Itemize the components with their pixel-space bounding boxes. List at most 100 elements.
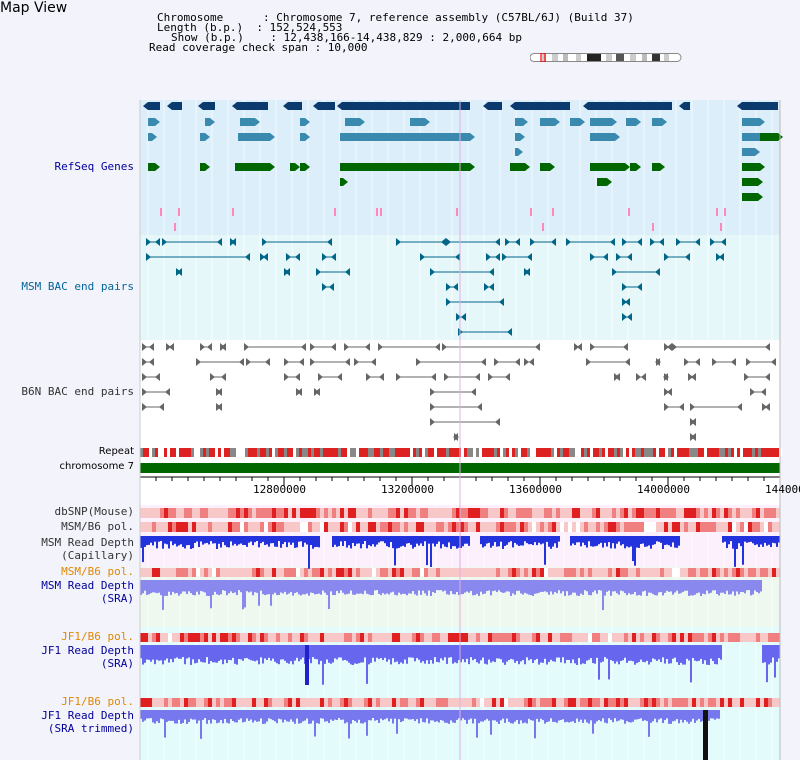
label-jf1-pol-2[interactable]: JF1/B6 pol. — [61, 695, 134, 708]
repeat-block — [743, 448, 746, 457]
jf1-trimmed-depth-bar — [174, 710, 176, 724]
label-msm-depth-cap[interactable]: MSM Read Depth — [41, 536, 134, 549]
jf1-trimmed-depth-bar — [352, 710, 354, 720]
msm-capillary-depth-bar — [630, 536, 632, 547]
jf1-trimmed-depth-bar — [162, 710, 164, 720]
repeat-block — [572, 448, 575, 457]
bac-end — [667, 343, 672, 351]
chromosome-ideogram[interactable] — [530, 53, 682, 62]
dbsnp-cell — [232, 508, 236, 518]
jf1-sra-depth-bar — [342, 645, 344, 661]
jf1-trimmed-depth-bar — [382, 710, 384, 721]
jf1-trimmed-depth-bar — [388, 710, 390, 722]
msm-pol-sra-cell — [292, 568, 296, 577]
label-dbsnp[interactable]: dbSNP(Mouse) — [54, 505, 134, 518]
label-b6n-bac[interactable]: B6N BAC end pairs — [21, 385, 134, 398]
gene-feature — [510, 163, 525, 171]
jf1-pol-1-cell — [336, 633, 340, 642]
jf1-sra-depth-bar — [564, 645, 566, 664]
jf1-sra-depth-bar — [706, 645, 708, 665]
msm-pol-sra-cell — [368, 568, 372, 577]
bac-end — [688, 373, 693, 381]
msm-pol-sra-cell — [372, 568, 376, 577]
jf1-trimmed-depth-bar — [524, 710, 526, 723]
msm-capillary-depth-bar — [724, 536, 726, 542]
label-msm-pol-sra[interactable]: MSM/B6 pol. — [61, 565, 134, 578]
jf1-trimmed-depth-bar — [522, 710, 524, 724]
jf1-trimmed-depth-bar — [470, 710, 472, 719]
msm-pol-sra-cell — [264, 568, 268, 577]
jf1-pol-2-cell — [768, 698, 772, 707]
msm-sra-depth-bar — [334, 580, 336, 596]
bac-end — [200, 343, 205, 351]
jf1-trimmed-depth-bar — [158, 710, 160, 723]
msm-pol-sra-cell — [740, 568, 744, 577]
jf1-sra-depth-bar — [600, 645, 602, 663]
msm-bac-pairs[interactable] — [146, 238, 726, 336]
msm-capillary-depth-bar — [748, 536, 750, 543]
msm-sra-depth-bar — [400, 580, 402, 595]
bac-end — [315, 388, 320, 396]
label-msm-bac[interactable]: MSM BAC end pairs — [21, 280, 134, 293]
msm-sra-depth-bar — [672, 580, 674, 595]
msm-sra-depth-bar — [416, 580, 418, 596]
label-jf1-depth-1[interactable]: JF1 Read Depth — [41, 644, 134, 657]
jf1-sra-depth-bar — [562, 645, 564, 658]
msm-capillary-depth-bar — [602, 536, 604, 548]
bac-end — [430, 403, 435, 411]
jf1-pol-1-cell — [300, 633, 304, 642]
bac-end — [616, 253, 621, 261]
msm-pol-sra-cell — [480, 568, 484, 577]
bac-end — [455, 253, 460, 261]
msm-pol-sra-cell — [584, 568, 588, 577]
label-jf1-pol-1[interactable]: JF1/B6 pol. — [61, 630, 134, 643]
msm-capillary-depth-bar — [270, 536, 272, 544]
repeat-track[interactable] — [140, 448, 782, 457]
repeat-block — [473, 448, 476, 457]
jf1-trimmed-depth-bar — [386, 710, 388, 719]
repeat-block — [668, 448, 671, 457]
jf1-pol-1-cell — [764, 633, 768, 642]
label-msm-depth-sra[interactable]: MSM Read Depth — [41, 579, 134, 592]
msm-pol-cell — [224, 522, 228, 532]
msm-sra-depth-bar — [304, 580, 306, 595]
msm-pol-cell — [356, 522, 360, 532]
label-jf1-depth-2[interactable]: JF1 Read Depth — [41, 709, 134, 722]
jf1-pol-1-cell — [608, 633, 612, 642]
jf1-sra-depth-bar — [388, 645, 390, 660]
msm-sra-depth-bar — [306, 580, 308, 594]
jf1-trimmed-depth-bar — [482, 710, 484, 722]
repeat-block — [344, 448, 347, 457]
jf1-pol-1-cell — [488, 633, 492, 642]
jf1-trimmed-depth-bar — [296, 710, 298, 719]
jf1-sra-depth-bar — [716, 645, 718, 665]
read-depth-tracks[interactable] — [140, 536, 780, 760]
jf1-trimmed-depth-bar — [168, 710, 170, 721]
msm-pol-sra-cell — [252, 568, 256, 577]
msm-capillary-depth-bar — [576, 536, 578, 543]
polymorphism-heatmaps[interactable] — [140, 508, 780, 707]
jf1-sra-depth-bar — [254, 645, 256, 662]
label-refseq[interactable]: RefSeq Genes — [54, 160, 134, 173]
bac-end — [310, 343, 315, 351]
jf1-sra-depth-bar — [712, 645, 714, 662]
jf1-trimmed-depth-bar — [244, 710, 246, 722]
jf1-trimmed-depth-bar — [560, 710, 562, 720]
repeat-block — [305, 448, 308, 457]
label-msm-pol[interactable]: MSM/B6 pol. — [61, 520, 134, 533]
b6n-bac-pairs[interactable] — [142, 343, 776, 441]
msm-sra-depth-bar — [524, 580, 526, 593]
jf1-pol-1-cell — [180, 633, 184, 642]
msm-sra-depth-bar — [296, 580, 298, 593]
msm-pol-cell — [424, 522, 428, 532]
repeat-block — [608, 448, 611, 457]
jf1-trimmed-depth-bar — [556, 710, 558, 723]
jf1-trimmed-depth-bar — [366, 710, 368, 736]
msm-capillary-depth-bar — [410, 536, 412, 545]
jf1-sra-depth-bar — [208, 645, 210, 664]
msm-pol-sra-cell — [468, 568, 472, 577]
jf1-pol-2-cell — [208, 698, 212, 707]
refseq-genes[interactable] — [143, 102, 783, 231]
msm-pol-cell — [520, 522, 524, 532]
